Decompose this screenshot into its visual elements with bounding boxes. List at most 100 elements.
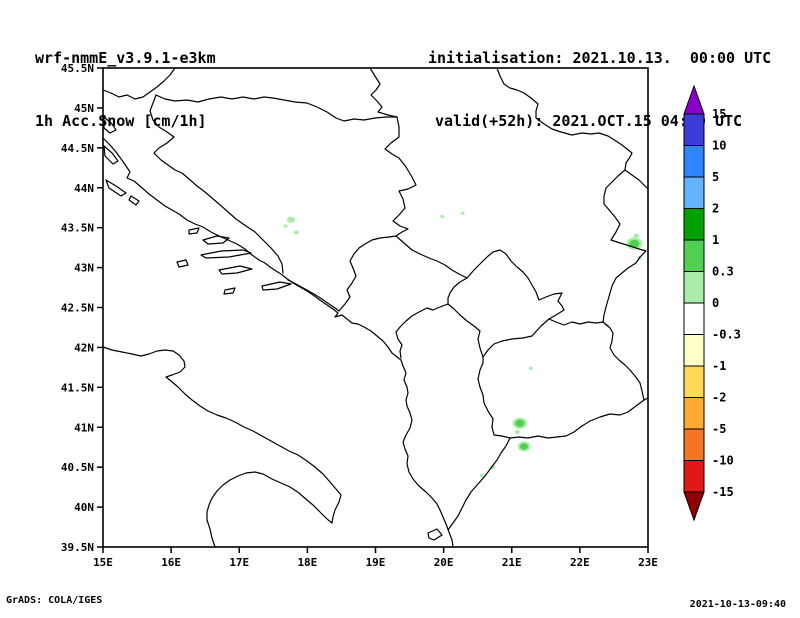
colorbar-band bbox=[683, 334, 705, 367]
border-albania-greece bbox=[447, 437, 511, 531]
y-axis-tick-label: 45.5N bbox=[61, 62, 94, 75]
x-axis-tick-label: 21E bbox=[502, 556, 522, 569]
y-axis-tick-label: 39.5N bbox=[61, 541, 94, 554]
snow-patch bbox=[479, 473, 484, 477]
border-croatia-bosnia-south bbox=[287, 279, 340, 312]
x-axis-tick-label: 18E bbox=[297, 556, 317, 569]
border-bosnia-montenegro bbox=[338, 235, 397, 312]
border-serbia-bulgaria bbox=[602, 169, 647, 323]
colorbar-level-label: -0.3 bbox=[712, 328, 741, 342]
map-frame bbox=[102, 67, 649, 548]
coastline-adriatic-east bbox=[102, 137, 454, 548]
grads-credit: GrADS: COLA/IGES bbox=[6, 595, 103, 606]
snow-patch bbox=[287, 216, 296, 223]
colorbar-level-label: -2 bbox=[712, 391, 726, 405]
snow-patch bbox=[633, 233, 639, 238]
colorbar-band bbox=[683, 145, 705, 178]
initialisation-time: initialisation: 2021.10.13. 00:00 UTC bbox=[428, 49, 772, 67]
island-kvarner bbox=[103, 116, 117, 134]
border-slovenia-croatia bbox=[102, 67, 176, 100]
island-brac bbox=[202, 235, 230, 245]
x-axis-tick-label: 23E bbox=[638, 556, 658, 569]
island-solta bbox=[188, 227, 200, 235]
colorbar-band bbox=[683, 239, 705, 272]
country-borders-layer bbox=[102, 67, 649, 531]
colorbar-level-label: -10 bbox=[712, 454, 734, 468]
island-lastovo bbox=[223, 287, 236, 295]
snow-patch bbox=[283, 224, 288, 228]
island-pag bbox=[103, 145, 119, 165]
y-axis-tick-label: 43N bbox=[74, 262, 94, 275]
model-name: wrf-nmmE_v3.9.1-e3km bbox=[35, 49, 216, 67]
border-kosovo-albania bbox=[447, 303, 484, 358]
y-axis-tick-label: 40N bbox=[74, 501, 94, 514]
colorbar-level-label: 0 bbox=[712, 296, 719, 310]
snow-patch bbox=[528, 366, 533, 370]
colorbar-arrow-bottom bbox=[683, 491, 705, 522]
coastline-layer bbox=[102, 116, 454, 548]
snow-patch bbox=[520, 443, 529, 450]
border-montenegro-kosovo bbox=[447, 277, 468, 305]
border-kosovo-serbia bbox=[466, 249, 565, 320]
snow-shading-layer bbox=[283, 211, 643, 477]
y-axis-tick-label: 41N bbox=[74, 421, 94, 434]
snow-patch bbox=[514, 430, 520, 435]
y-axis-tick-label: 45N bbox=[74, 102, 94, 115]
colorbar-level-label: 0.3 bbox=[712, 265, 734, 279]
island-corfu bbox=[427, 528, 443, 541]
colorbar-level-label: -15 bbox=[712, 485, 734, 499]
y-axis-tick-label: 44N bbox=[74, 182, 94, 195]
colorbar-band bbox=[683, 271, 705, 304]
snow-patch bbox=[460, 211, 465, 215]
colorbar-band bbox=[683, 428, 705, 461]
border-albania-macedonia bbox=[477, 356, 511, 439]
snow-patch bbox=[629, 239, 640, 248]
border-montenegro-albania bbox=[395, 303, 449, 359]
border-serbia-montenegro bbox=[395, 235, 468, 279]
snow-patch bbox=[293, 230, 299, 235]
island-dugi-otok bbox=[105, 179, 127, 197]
x-axis-tick-label: 22E bbox=[570, 556, 590, 569]
model-title-block: wrf-nmmE_v3.9.1-e3km 1h Acc.Snow [cm/1h] bbox=[35, 6, 216, 174]
colorbar: 15 10 5 2 1 0.3 0 -0.3 -1 -2 -5 -10 -15 bbox=[683, 84, 741, 522]
x-axis-tick-label: 16E bbox=[161, 556, 181, 569]
colorbar-level-label: 10 bbox=[712, 139, 726, 153]
colorbar-band bbox=[683, 365, 705, 398]
colorbar-level-label: -1 bbox=[712, 359, 726, 373]
axis-ticks-layer: 15E 16E 17E 18E 19E 20E 21E 22E 23E 45.5N 45N 44.5N… bbox=[61, 62, 658, 569]
border-bosnia-serbia-drina bbox=[384, 116, 417, 237]
colorbar-band bbox=[683, 460, 705, 493]
x-axis-tick-label: 19E bbox=[366, 556, 386, 569]
x-axis-tick-label: 17E bbox=[229, 556, 249, 569]
snow-patch bbox=[440, 214, 445, 219]
island-vis bbox=[176, 259, 189, 268]
colorbar-band bbox=[683, 113, 705, 146]
border-romania-bulgaria bbox=[624, 169, 649, 190]
border-croatia-serbia bbox=[369, 67, 398, 118]
colorbar-level-label: 1 bbox=[712, 233, 719, 247]
island-kornati bbox=[128, 195, 140, 206]
island-korcula bbox=[218, 265, 253, 275]
border-croatia-bosnia-north bbox=[155, 94, 398, 122]
y-axis-tick-label: 44.5N bbox=[61, 142, 94, 155]
island-mljet bbox=[261, 281, 292, 291]
x-axis-tick-label: 15E bbox=[93, 556, 113, 569]
colorbar-band bbox=[683, 208, 705, 241]
colorbar-level-label: 15 bbox=[712, 107, 726, 121]
y-axis-tick-label: 42.5N bbox=[61, 302, 94, 315]
y-axis-tick-label: 41.5N bbox=[61, 381, 94, 394]
coastline-italy bbox=[102, 346, 342, 548]
border-kosovo-macedonia bbox=[482, 318, 550, 358]
y-axis-tick-label: 40.5N bbox=[61, 461, 94, 474]
y-axis-tick-label: 42N bbox=[74, 341, 94, 354]
colorbar-arrow-top bbox=[683, 84, 705, 115]
border-serbia-romania bbox=[496, 67, 633, 171]
creation-timestamp: 2021-10-13-09:40 bbox=[689, 599, 786, 610]
product-name: 1h Acc.Snow [cm/1h] bbox=[35, 112, 207, 130]
island-hvar bbox=[200, 249, 252, 259]
colorbar-band bbox=[683, 397, 705, 430]
border-serbia-macedonia bbox=[548, 318, 604, 326]
colorbar-band bbox=[683, 302, 705, 335]
